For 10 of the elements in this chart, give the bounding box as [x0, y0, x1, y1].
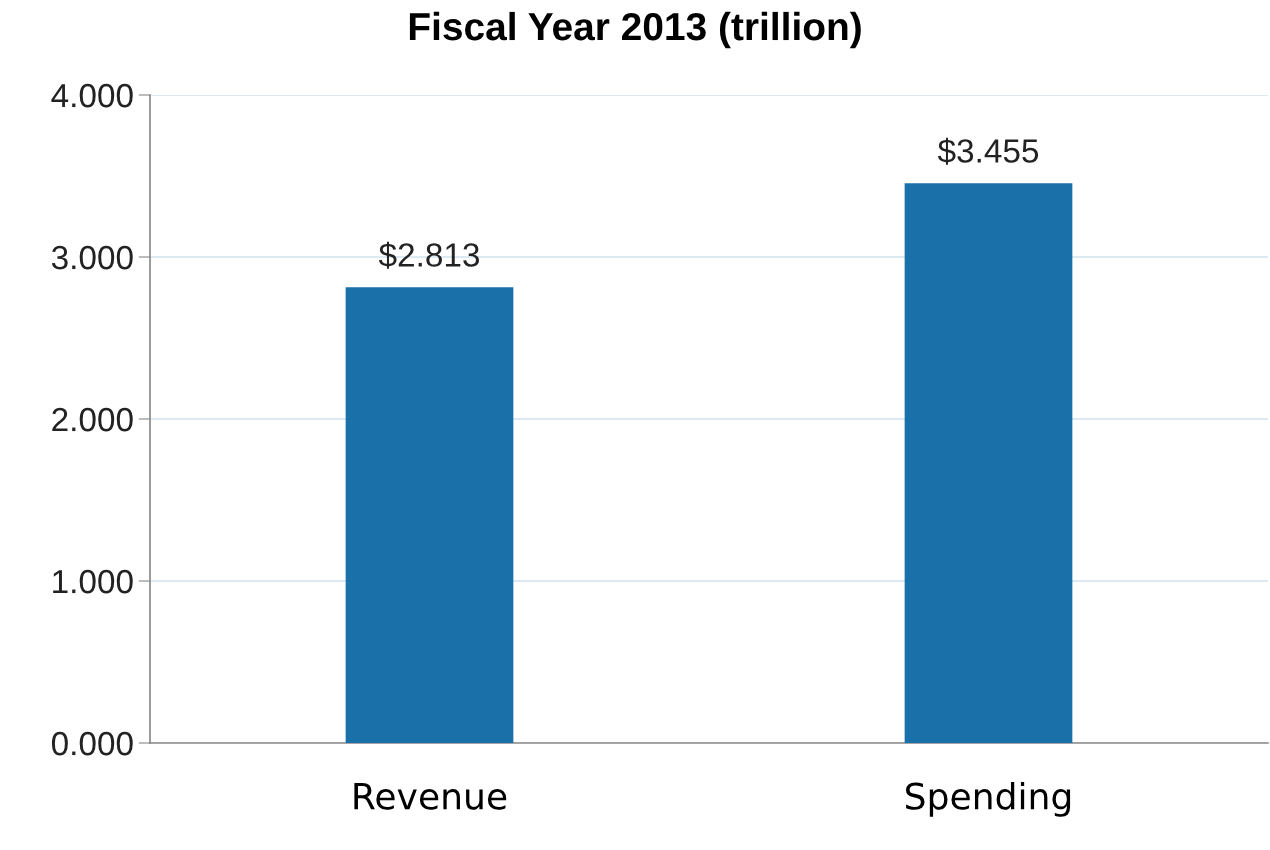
data-label: $2.813: [378, 241, 480, 269]
chart-title: Fiscal Year 2013 (trillion): [409, 11, 861, 49]
y-tick-label: 0.000: [51, 731, 133, 756]
y-tick-label: 3.000: [51, 245, 133, 270]
x-tick-label: Spending: [906, 781, 1071, 817]
y-tick-label: 4.000: [51, 83, 133, 108]
y-tick-label: 1.000: [53, 569, 133, 594]
data-label: $3.455: [937, 137, 1039, 165]
y-tick-label: 2.000: [52, 407, 133, 432]
x-tick-label: Revenue: [354, 783, 507, 810]
